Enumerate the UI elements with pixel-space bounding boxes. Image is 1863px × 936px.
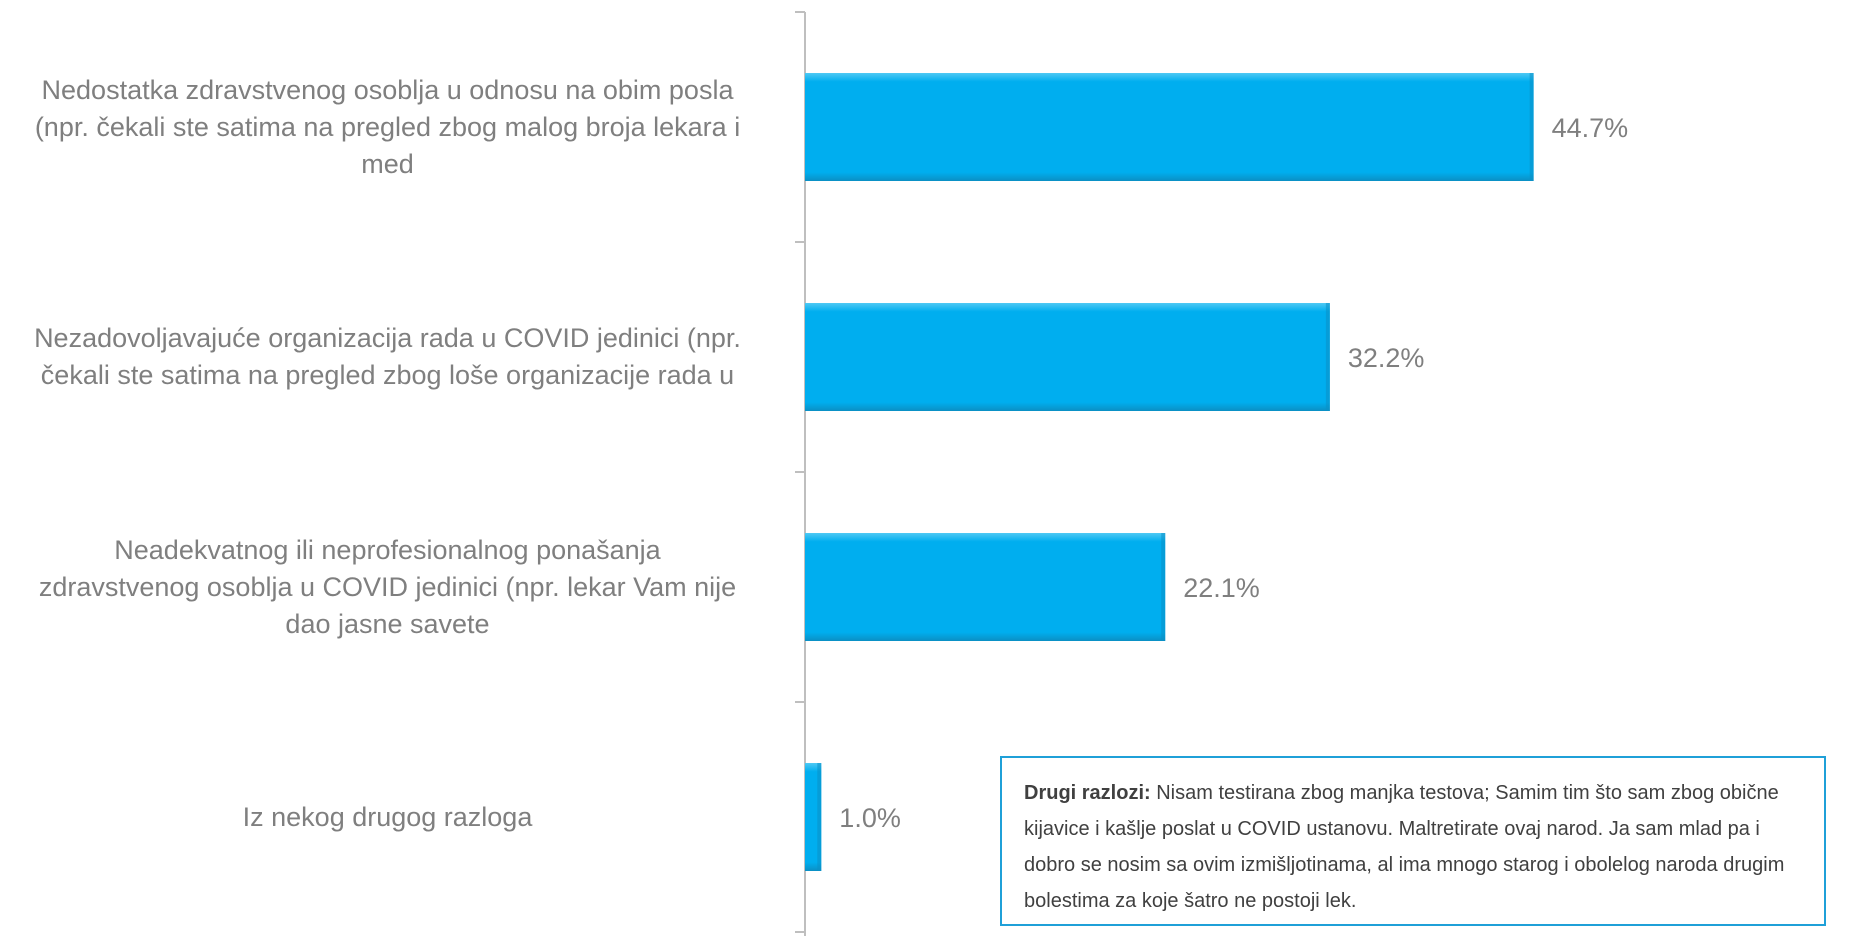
category-label-line: Iz nekog drugog razloga [242,801,533,832]
bar-rect [805,303,1330,411]
bar-rect [805,533,1166,641]
data-label: 1.0% [839,803,901,833]
data-label: 32.2% [1348,343,1425,373]
category-label-line: Neadekvatnog ili neprofesionalnog ponaša… [114,534,661,565]
category-label: Iz nekog drugog razloga [0,799,775,836]
bar-edge [1325,303,1330,411]
bar-edge [817,763,822,871]
other-reasons-note: Drugi razlozi: Nisam testirana zbog manj… [1000,756,1826,926]
note-text: Nisam testirana zbog manjka testova; Sam… [1024,782,1785,912]
bar-2 [805,303,1330,411]
category-label: Neadekvatnog ili neprofesionalnog ponaša… [0,532,775,643]
category-label-line: Nedostatka zdravstvenog osoblja u odnosu… [41,74,734,105]
category-label-line: čekali ste satima na pregled zbog loše o… [40,360,735,390]
bar-edge [1529,73,1534,181]
category-label-line: dao jasne savete [285,608,490,639]
note-title: Drugi razlozi: [1024,782,1151,804]
bar-4 [805,763,822,871]
bar-edge [1161,533,1166,641]
category-label: Nezadovoljavajuće organizacija rada u CO… [0,320,775,394]
bar-rect [805,763,822,871]
category-label: Nedostatka zdravstvenog osoblja u odnosu… [0,72,775,183]
category-label-line: med [361,148,414,179]
data-label: 44.7% [1552,113,1629,143]
category-label-line: (npr. čekali ste satima na pregled zbog … [34,111,741,142]
bar-rect [805,73,1534,181]
bar-1 [805,73,1534,181]
category-label-line: Nezadovoljavajuće organizacija rada u CO… [34,323,741,353]
data-label: 22.1% [1183,573,1260,603]
bar-3 [805,533,1166,641]
category-label-line: zdravstvenog osoblja u COVID jedinici (n… [38,571,737,602]
